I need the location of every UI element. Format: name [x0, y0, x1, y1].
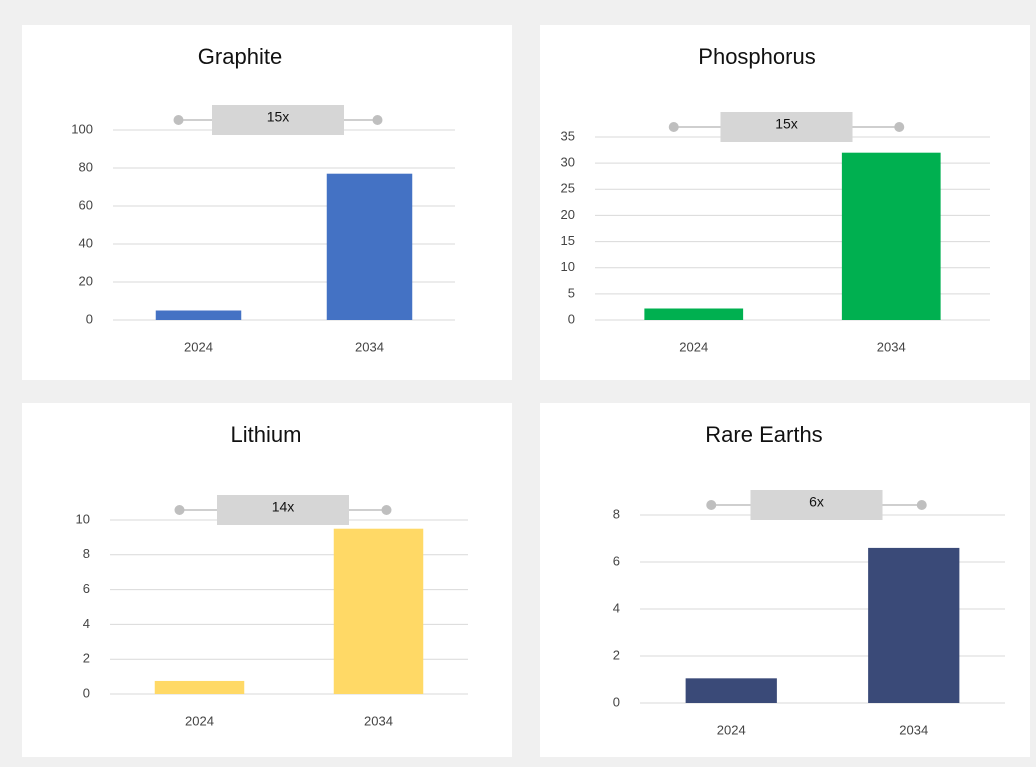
bar [685, 678, 777, 703]
annotation-box [720, 112, 853, 142]
x-tick-label: 2034 [899, 722, 928, 737]
y-tick-label: 0 [83, 685, 90, 700]
bar [868, 547, 960, 703]
bar [155, 310, 242, 320]
y-tick-label: 8 [613, 506, 620, 521]
x-tick-label: 2034 [355, 339, 384, 354]
panel-background [540, 25, 1030, 380]
y-tick-label: 2 [613, 647, 620, 662]
y-tick-label: 6 [83, 581, 90, 596]
panel-background [22, 403, 512, 757]
annotation-label: 15x [775, 116, 798, 132]
annotation-dot [916, 500, 927, 510]
annotation-dot [381, 505, 392, 515]
bar [644, 308, 744, 320]
annotation-dot [372, 115, 383, 125]
y-tick-label: 25 [561, 181, 575, 196]
y-tick-label: 4 [83, 616, 90, 631]
chart-panel: Rare Earths 0 2 4 6 8 2024 2034 6x [540, 403, 1030, 757]
y-tick-label: 10 [76, 511, 90, 526]
y-tick-label: 8 [83, 546, 90, 561]
annotation-label: 15x [267, 109, 290, 125]
y-tick-label: 0 [86, 311, 93, 326]
annotation-dot [894, 122, 905, 132]
chart-panel: Graphite 0 20 40 60 80 100 2024 2034 15x [22, 25, 512, 380]
y-tick-label: 2 [83, 651, 90, 666]
y-tick-label: 80 [79, 159, 93, 174]
annotation-dot [173, 115, 184, 125]
y-tick-label: 0 [568, 311, 575, 326]
y-tick-label: 20 [79, 273, 93, 288]
chart-title: Rare Earths [705, 422, 822, 447]
annotation-dot [706, 500, 717, 510]
annotation-label: 14x [272, 499, 295, 515]
annotation-label: 6x [809, 494, 824, 510]
annotation-box [750, 490, 883, 520]
bar [841, 152, 941, 320]
y-tick-label: 100 [71, 121, 93, 136]
y-tick-label: 35 [561, 128, 575, 143]
x-tick-label: 2034 [364, 713, 393, 728]
annotation-dot [174, 505, 185, 515]
y-tick-label: 40 [79, 235, 93, 250]
y-tick-label: 4 [613, 600, 620, 615]
annotation-dot [668, 122, 679, 132]
bar [154, 680, 245, 694]
chart-panel: Phosphorus 0 5 10 15 20 25 30 35 2024 2034 15x [540, 25, 1030, 380]
y-tick-label: 30 [561, 155, 575, 170]
y-tick-label: 20 [561, 207, 575, 222]
y-tick-label: 6 [613, 553, 620, 568]
y-tick-label: 5 [568, 285, 575, 300]
chart-title: Lithium [231, 422, 302, 447]
y-tick-label: 10 [561, 259, 575, 274]
bar [333, 528, 424, 694]
x-tick-label: 2024 [717, 722, 746, 737]
x-tick-label: 2034 [877, 339, 906, 354]
y-tick-label: 0 [613, 694, 620, 709]
x-tick-label: 2024 [184, 339, 213, 354]
y-tick-label: 60 [79, 197, 93, 212]
x-tick-label: 2024 [185, 713, 214, 728]
annotation-box [217, 495, 349, 525]
chart-title: Phosphorus [698, 44, 815, 69]
chart-title: Graphite [198, 44, 282, 69]
chart-panel: Lithium 0 2 4 6 8 10 2024 2034 14x [22, 403, 512, 757]
y-tick-label: 15 [561, 233, 575, 248]
annotation-box [212, 105, 344, 135]
panel-background [22, 25, 512, 380]
x-tick-label: 2024 [679, 339, 708, 354]
bar [326, 173, 413, 320]
